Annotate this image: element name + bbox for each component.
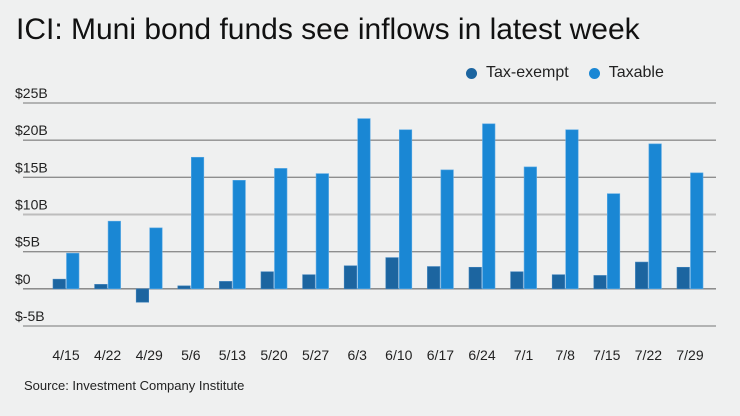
y-tick-label: $15B <box>15 159 48 175</box>
bar-tax-exempt-7-22 <box>635 261 649 290</box>
bar-taxable-7-15 <box>606 193 621 290</box>
bar-tax-exempt-5-13 <box>219 281 233 290</box>
x-tick-label: 4/22 <box>94 347 121 363</box>
y-tick-label: $-5B <box>15 308 45 324</box>
bar-tax-exempt-4-15 <box>52 278 66 290</box>
source-note: Source: Investment Company Institute <box>24 378 245 393</box>
bar-taxable-5-6 <box>191 156 205 290</box>
bar-taxable-5-20 <box>274 168 288 290</box>
bar-tax-exempt-7-1 <box>510 271 524 290</box>
x-tick-label: 5/27 <box>302 347 329 363</box>
x-tick-label: 4/29 <box>136 347 163 363</box>
bar-taxable-6-10 <box>398 129 413 290</box>
legend-item-taxable: Taxable <box>588 64 664 82</box>
bar-tax-exempt-5-27 <box>302 274 316 290</box>
bar-tax-exempt-4-29 <box>135 288 149 303</box>
x-tick-label: 6/17 <box>427 347 454 363</box>
x-tick-label: 7/8 <box>555 347 575 363</box>
bar-tax-exempt-7-8 <box>551 274 566 290</box>
legend-label-taxable: Taxable <box>608 64 664 81</box>
bar-taxable-7-8 <box>565 129 579 290</box>
y-axis-tick-labels: $25B $20B $15B $10B $5B $0 $-5B <box>15 85 48 324</box>
x-tick-label: 7/15 <box>593 347 620 363</box>
y-tick-label: $5B <box>15 234 40 250</box>
x-tick-label: 6/10 <box>385 347 412 363</box>
bar-taxable-7-29 <box>690 172 704 290</box>
bar-taxable-4-22 <box>107 220 121 290</box>
bar-tax-exempt-5-20 <box>260 271 274 290</box>
bar-taxable-6-3 <box>357 118 371 290</box>
x-tick-label: 7/29 <box>676 347 703 363</box>
y-tick-label: $20B <box>15 122 48 138</box>
bar-tax-exempt-6-3 <box>343 265 358 290</box>
y-tick-label: $10B <box>15 197 48 213</box>
bar-taxable-4-15 <box>66 252 80 290</box>
x-tick-label: 6/3 <box>347 347 367 363</box>
x-tick-label: 6/24 <box>468 347 495 363</box>
y-tick-label: $0 <box>15 271 31 287</box>
bar-taxable-7-22 <box>648 143 662 290</box>
bar-tax-exempt-6-17 <box>427 266 441 290</box>
bar-tax-exempt-7-29 <box>676 266 690 290</box>
x-tick-label: 4/15 <box>52 347 79 363</box>
x-tick-label: 5/20 <box>260 347 287 363</box>
legend-dot-taxable-icon <box>588 67 600 79</box>
x-tick-label: 7/22 <box>635 347 662 363</box>
bars <box>52 118 704 303</box>
legend-label-tax-exempt: Tax-exempt <box>486 64 569 81</box>
bar-taxable-6-24 <box>482 123 496 290</box>
bar-taxable-5-27 <box>315 173 329 290</box>
x-axis-tick-labels: 4/15 4/22 4/29 5/6 5/13 5/20 5/27 6/3 6/10 6/17 6/… <box>52 347 703 363</box>
y-tick-label: $25B <box>15 85 48 101</box>
legend: Tax-exempt Taxable <box>466 64 684 82</box>
x-tick-label: 5/6 <box>181 347 201 363</box>
legend-item-tax-exempt: Tax-exempt <box>466 64 569 82</box>
bar-tax-exempt-5-6 <box>177 285 191 290</box>
bar-taxable-5-13 <box>232 180 246 290</box>
legend-dot-tax-exempt-icon <box>466 67 477 79</box>
bar-tax-exempt-4-22 <box>94 284 108 290</box>
bar-tax-exempt-6-10 <box>385 257 399 290</box>
bar-taxable-6-17 <box>440 169 454 290</box>
bar-taxable-4-29 <box>149 227 163 290</box>
bar-taxable-7-1 <box>523 166 537 290</box>
x-tick-label: 5/13 <box>219 347 246 363</box>
chart-title: ICI: Muni bond funds see inflows in late… <box>16 13 640 46</box>
bar-tax-exempt-7-15 <box>593 275 607 290</box>
bar-tax-exempt-6-24 <box>468 266 482 290</box>
x-tick-label: 7/1 <box>514 347 534 363</box>
